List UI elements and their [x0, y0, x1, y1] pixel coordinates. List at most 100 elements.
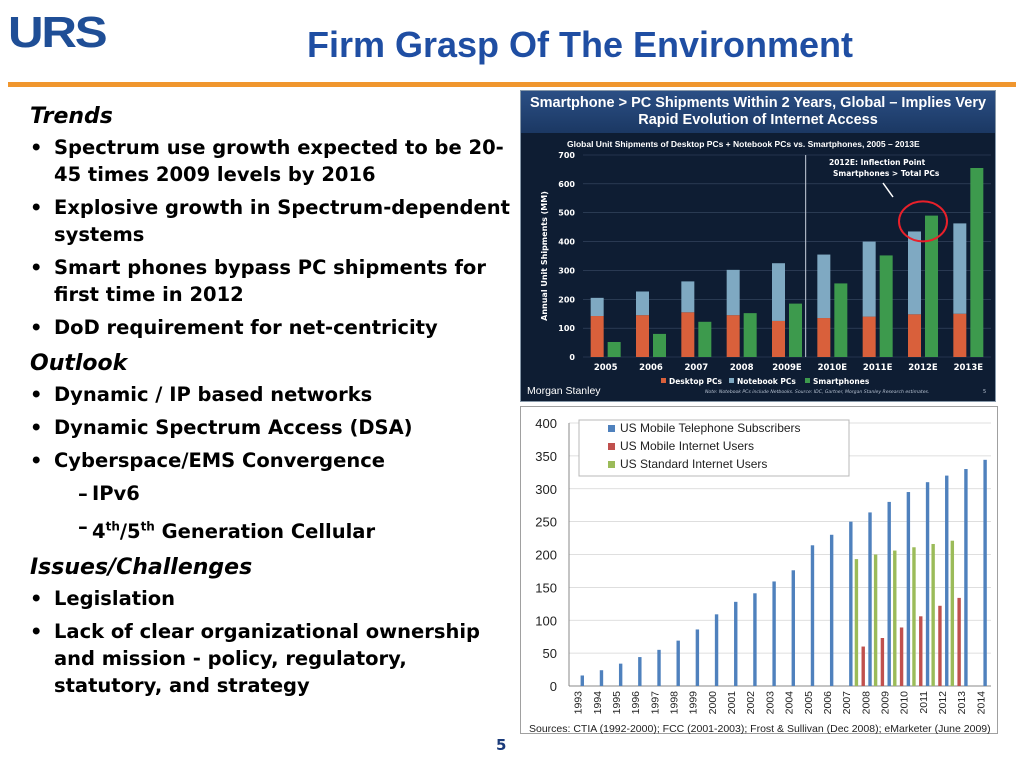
- inflection-circle: [898, 200, 948, 243]
- outlook-list: • Dynamic / IP based networks • Dynamic Sp…: [30, 381, 510, 545]
- y-tick-label: 400: [535, 416, 557, 431]
- brand-label: Morgan Stanley: [527, 385, 601, 397]
- y-tick-label: 250: [535, 515, 557, 530]
- list-item: • Smart phones bypass PC shipments for fi…: [30, 256, 486, 306]
- annotation-line-2: Smartphones > Total PCs: [833, 169, 940, 178]
- x-tick-label: 2010E: [818, 363, 848, 373]
- bar-us-mobile-internet-users: [880, 638, 885, 686]
- bar-desktop-pcs: [772, 320, 785, 357]
- bar-notebook-pcs: [726, 269, 740, 316]
- bar-us-standard-internet-users: [893, 550, 897, 686]
- legend-swatch: [805, 378, 810, 383]
- y-tick-label: 350: [535, 449, 557, 464]
- page-number: 5: [496, 736, 507, 754]
- bar-us-standard-internet-users: [873, 554, 878, 686]
- bar-us-mobile-telephone-subscribers: [753, 593, 757, 686]
- bar-smartphones: [653, 333, 666, 357]
- chart-note: Note: Notebook PCs include Netbooks. Sou…: [705, 389, 929, 395]
- bar-us-mobile-telephone-subscribers: [791, 570, 795, 686]
- bar-notebook-pcs: [862, 241, 876, 317]
- bar-us-mobile-telephone-subscribers: [906, 492, 911, 686]
- x-tick-label: 2012E: [908, 363, 938, 373]
- y-tick-label: 300: [535, 482, 557, 497]
- bar-smartphones: [970, 167, 984, 357]
- title-divider: [8, 82, 1016, 87]
- sub-list-item: – IPv6: [78, 482, 140, 505]
- x-tick-label: 1998: [669, 691, 681, 715]
- x-tick-label: 2013: [956, 691, 968, 715]
- y-tick-label: 200: [558, 295, 575, 304]
- chart-source: Sources: CTIA (1992-2000); FCC (2001-200…: [529, 723, 991, 735]
- bar-us-mobile-telephone-subscribers: [887, 501, 891, 686]
- y-tick-label: 100: [558, 324, 575, 333]
- slide-number-label: 5: [983, 389, 986, 395]
- x-tick-label: 2001: [726, 691, 738, 715]
- x-tick-label: 1997: [649, 691, 661, 715]
- legend-label: Smartphones: [813, 377, 870, 386]
- legend-label: US Mobile Telephone Subscribers: [620, 421, 801, 435]
- y-tick-label: 50: [543, 646, 557, 661]
- x-tick-label: 1993: [573, 691, 585, 715]
- x-tick-label: 2007: [841, 691, 853, 715]
- bar-us-mobile-telephone-subscribers: [657, 649, 661, 686]
- y-tick-label: 150: [535, 580, 557, 595]
- bar-us-standard-internet-users: [854, 559, 859, 686]
- bar-us-mobile-internet-users: [957, 597, 961, 686]
- bar-desktop-pcs: [636, 315, 649, 357]
- smartphone-pc-chart: Smartphone > PC Shipments Within 2 Years…: [520, 90, 996, 402]
- bar-desktop-pcs: [908, 314, 921, 357]
- bar-us-standard-internet-users: [931, 543, 935, 686]
- bar-us-mobile-telephone-subscribers: [638, 657, 642, 686]
- bar-us-mobile-telephone-subscribers: [810, 545, 815, 686]
- x-tick-label: 2000: [707, 691, 719, 715]
- x-tick-label: 1996: [630, 691, 642, 715]
- legend-swatch: [661, 378, 666, 383]
- x-tick-label: 2005: [594, 363, 618, 373]
- bar-us-mobile-telephone-subscribers: [925, 482, 930, 686]
- y-tick-label: 100: [535, 613, 557, 628]
- bar-us-mobile-telephone-subscribers: [849, 521, 853, 686]
- x-tick-label: 1999: [688, 691, 700, 715]
- bar-desktop-pcs: [862, 316, 876, 357]
- x-tick-label: 2003: [764, 691, 776, 715]
- bar-notebook-pcs: [636, 291, 649, 316]
- gen-cellular-text: 4th/5th Generation Cellular: [92, 519, 376, 543]
- x-tick-label: 2002: [745, 691, 757, 715]
- bar-us-mobile-internet-users: [938, 605, 942, 686]
- x-tick-label: 2008: [730, 363, 754, 373]
- bar-us-mobile-telephone-subscribers: [734, 601, 738, 686]
- sub-list-item: –4th/5th Generation Cellular: [78, 515, 376, 543]
- bar-smartphones: [698, 321, 712, 357]
- y-tick-label: 500: [558, 209, 575, 218]
- bar-smartphones: [879, 255, 893, 357]
- legend-label: US Mobile Internet Users: [620, 439, 754, 453]
- list-item: • DoD requirement for net-centricity: [30, 316, 438, 339]
- bar-us-mobile-telephone-subscribers: [829, 534, 834, 686]
- section-heading-outlook: Outlook: [30, 351, 128, 376]
- bar-smartphones: [925, 215, 938, 357]
- chart-subtitle: Global Unit Shipments of Desktop PCs + N…: [567, 139, 920, 149]
- us-subscribers-chart-plot: 0 50 100 150 200 250 300 350 400 1993 1994 1995 1996…: [529, 416, 991, 735]
- x-tick-label: 2009E: [772, 363, 802, 373]
- y-tick-label: 700: [558, 151, 575, 160]
- bar-notebook-pcs: [953, 223, 967, 314]
- bar-desktop-pcs: [726, 315, 740, 357]
- slide-title: Firm Grasp Of The Environment: [306, 24, 854, 65]
- bar-us-mobile-internet-users: [919, 616, 923, 686]
- y-tick-label: 400: [558, 238, 575, 247]
- x-tick-label: 2013E: [954, 363, 984, 373]
- x-tick-label: 2006: [822, 691, 834, 715]
- bar-desktop-pcs: [681, 312, 695, 357]
- x-tick-label: 2006: [639, 363, 663, 373]
- legend-swatch: [729, 378, 734, 383]
- bar-desktop-pcs: [817, 318, 831, 357]
- bar-us-standard-internet-users: [912, 547, 916, 686]
- bar-smartphones: [607, 341, 621, 357]
- chart-title: Smartphone > PC Shipments Within 2 Years…: [521, 91, 995, 133]
- bar-desktop-pcs: [590, 316, 604, 357]
- bar-notebook-pcs: [772, 263, 785, 321]
- list-item: • Explosive growth in Spectrum-dependent …: [30, 196, 510, 246]
- bar-us-mobile-internet-users: [899, 627, 904, 686]
- urs-logo: URS: [8, 8, 108, 57]
- x-tick-label: 2014: [975, 691, 987, 715]
